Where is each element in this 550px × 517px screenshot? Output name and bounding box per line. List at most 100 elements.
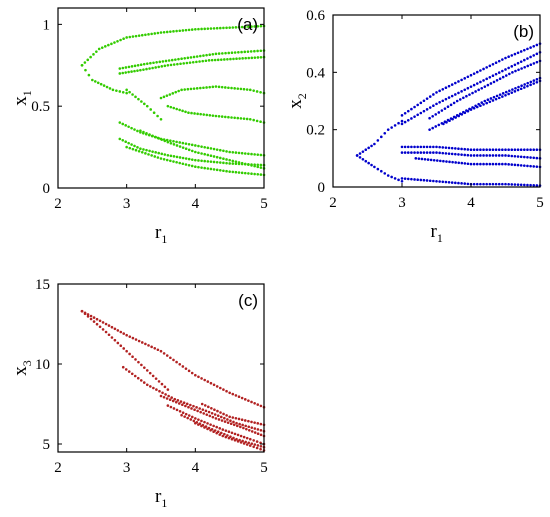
data-point — [259, 166, 263, 169]
data-point — [432, 104, 435, 107]
data-point — [361, 150, 365, 153]
data-point — [143, 366, 146, 369]
data-point — [136, 129, 139, 133]
data-point — [159, 349, 163, 353]
data-point — [127, 125, 130, 129]
data-point — [209, 154, 213, 158]
data-point — [195, 406, 198, 409]
data-point — [207, 405, 210, 409]
data-point — [118, 137, 122, 141]
data-point — [210, 406, 213, 410]
data-point — [239, 434, 243, 438]
data-point — [447, 146, 451, 150]
data-point — [526, 148, 529, 152]
data-point — [194, 417, 197, 420]
data-point — [184, 404, 187, 408]
data-point — [105, 85, 109, 89]
data-point — [116, 341, 120, 345]
data-point — [535, 156, 539, 160]
data-point — [104, 45, 107, 48]
data-point — [406, 177, 410, 181]
data-point — [169, 141, 173, 145]
data-point — [197, 144, 200, 148]
data-point — [137, 339, 141, 343]
data-point — [256, 163, 260, 167]
data-point — [232, 420, 235, 424]
data-point — [416, 103, 419, 107]
data-point — [140, 341, 144, 344]
data-point — [150, 345, 153, 349]
data-point — [423, 157, 427, 161]
data-point — [121, 90, 125, 94]
data-point — [142, 130, 145, 134]
data-point — [422, 99, 426, 103]
data-point — [440, 109, 444, 112]
data-point — [192, 404, 195, 408]
data-point — [460, 161, 464, 165]
data-point — [231, 162, 235, 165]
data-point — [469, 148, 473, 152]
data-point — [431, 114, 434, 118]
data-point — [245, 88, 249, 91]
data-point — [256, 153, 260, 156]
data-point — [425, 145, 429, 149]
data-point — [468, 93, 471, 96]
data-point — [532, 54, 536, 57]
data-point — [435, 151, 438, 154]
data-point — [450, 94, 454, 98]
data-point — [526, 57, 529, 60]
data-point — [153, 155, 157, 158]
data-point — [253, 25, 256, 28]
data-point — [516, 155, 520, 158]
data-point — [438, 151, 441, 155]
data-point — [159, 157, 163, 160]
data-point — [171, 399, 175, 403]
data-point — [504, 154, 507, 157]
data-point — [454, 81, 457, 85]
data-point — [98, 325, 102, 329]
data-point — [437, 111, 441, 114]
data-point — [460, 182, 463, 185]
data-point — [364, 159, 368, 163]
data-point — [80, 63, 84, 67]
data-point — [239, 425, 242, 429]
data-point — [187, 148, 191, 152]
data-point — [216, 414, 220, 418]
data-point — [425, 97, 429, 100]
data-point — [438, 101, 441, 104]
data-point — [159, 117, 163, 121]
data-point — [501, 58, 504, 61]
data-point — [457, 161, 461, 165]
data-point — [169, 30, 172, 33]
data-point — [483, 85, 487, 88]
data-point — [169, 159, 172, 163]
data-point — [104, 322, 108, 326]
data-point — [253, 172, 256, 176]
data-point — [222, 26, 225, 30]
data-point — [184, 142, 188, 145]
data-point — [166, 388, 170, 391]
data-point — [224, 86, 227, 89]
data-point — [386, 174, 390, 177]
data-point — [406, 109, 410, 113]
data-point — [497, 154, 501, 157]
data-point — [95, 50, 98, 53]
data-point — [211, 85, 215, 89]
data-point — [168, 398, 172, 402]
data-point — [472, 162, 476, 166]
data-point — [172, 143, 176, 146]
data-point — [239, 87, 243, 91]
data-point — [137, 360, 140, 364]
data-point — [497, 59, 501, 63]
data-point — [228, 158, 231, 162]
data-point — [494, 72, 498, 76]
data-point — [413, 105, 416, 109]
data-point — [231, 392, 235, 396]
data-point — [229, 422, 233, 426]
data-point — [532, 165, 536, 168]
data-point — [197, 423, 200, 426]
data-point — [393, 124, 397, 127]
data-point — [190, 415, 194, 419]
data-point — [416, 178, 419, 181]
data-point — [400, 179, 404, 183]
